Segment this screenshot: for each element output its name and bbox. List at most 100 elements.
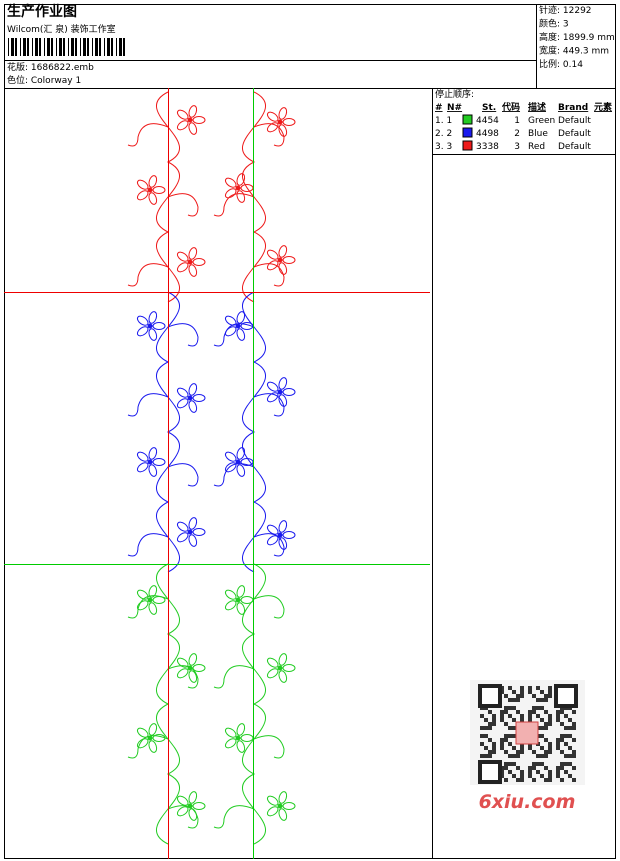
petal: [176, 795, 189, 806]
flower-center: [147, 187, 153, 193]
petal: [236, 602, 246, 615]
qr-cell: [548, 774, 552, 778]
bar: [83, 38, 86, 56]
petal: [266, 524, 279, 535]
curl: [213, 805, 255, 829]
qr-cell: [528, 770, 532, 774]
qr-cell: [544, 694, 548, 698]
qr-cell: [520, 694, 524, 698]
petal: [266, 657, 279, 668]
curl: [167, 463, 199, 487]
qr-cell: [540, 734, 544, 738]
bar: [35, 38, 38, 56]
bar: [23, 38, 26, 56]
qr-cell: [572, 722, 576, 726]
column-header: 元素: [594, 101, 612, 113]
petal: [236, 740, 246, 753]
qr-cell: [520, 714, 524, 718]
row-index: 3. 3: [435, 142, 452, 152]
petal: [224, 589, 237, 600]
column-header: 代码: [501, 101, 520, 113]
petal: [136, 179, 149, 190]
qr-cell: [488, 738, 492, 742]
petal: [188, 670, 198, 683]
brand: Default: [558, 142, 591, 152]
bar: [111, 38, 113, 56]
petal: [136, 589, 149, 600]
qr-cell: [508, 762, 512, 766]
bar: [51, 38, 53, 56]
qr-cell: [512, 774, 516, 778]
bar: [99, 38, 101, 56]
code: 4498: [476, 129, 499, 139]
column-header: N#: [447, 103, 462, 113]
bar: [123, 38, 125, 56]
qr-cell: [528, 746, 532, 750]
petal: [192, 664, 206, 672]
petal: [152, 186, 166, 194]
qr-cell: [520, 718, 524, 722]
qr-cell: [492, 718, 496, 722]
code: 3338: [476, 142, 499, 152]
petal: [266, 111, 279, 122]
colorway: 色位: Colorway 1: [7, 74, 81, 86]
flower-center: [147, 735, 153, 741]
petal: [278, 520, 288, 533]
petal: [278, 537, 288, 550]
curl: [167, 323, 199, 347]
column-header: #: [435, 103, 443, 113]
design-preview: [4, 88, 430, 859]
curl: [213, 463, 255, 487]
qr-cell: [504, 766, 508, 770]
row-index: 1. 1: [435, 116, 452, 126]
petal: [152, 596, 166, 604]
qr-cell: [504, 694, 508, 698]
qr-cell: [532, 750, 536, 754]
color-name: Red: [528, 142, 545, 152]
qr-cell: [544, 698, 548, 702]
petal: [148, 175, 158, 188]
qr-cell: [568, 726, 572, 730]
petal: [266, 122, 279, 133]
curl: [167, 805, 199, 829]
petal: [240, 734, 254, 742]
qr-cell: [532, 694, 536, 698]
qr-cell: [536, 698, 540, 702]
petal: [136, 727, 149, 738]
qr-cell: [520, 686, 524, 690]
petal: [282, 388, 296, 396]
curl: [253, 735, 285, 759]
qr-cell: [508, 706, 512, 710]
petal: [148, 723, 158, 736]
flower-center: [147, 323, 153, 329]
flower-center: [235, 459, 241, 465]
flower-center: [277, 803, 283, 809]
qr-cell: [516, 694, 520, 698]
curl: [253, 123, 285, 147]
bar: [92, 38, 93, 56]
qr-cell: [528, 714, 532, 718]
qr-cell: [568, 734, 572, 738]
qr-cell: [500, 718, 504, 722]
qr-cell: [512, 734, 516, 738]
column-header: Brand: [558, 103, 588, 113]
qr-cell: [484, 726, 488, 730]
curl: [167, 193, 199, 217]
qr-cell: [564, 742, 568, 746]
petal: [152, 458, 166, 466]
qr-cell: [528, 690, 532, 694]
petal: [236, 173, 246, 186]
qr-cell: [520, 770, 524, 774]
qr-cell: [556, 714, 560, 718]
qr-cell: [508, 754, 512, 758]
flower-center: [277, 257, 283, 263]
petal: [188, 808, 198, 821]
petal: [136, 600, 149, 611]
curl: [127, 263, 169, 287]
petal: [278, 377, 288, 390]
info-line: 颜色: 3: [539, 18, 569, 30]
qr-cell: [548, 750, 552, 754]
qr-cell: [540, 726, 544, 730]
qr-cell: [520, 750, 524, 754]
qr-cell: [540, 746, 544, 750]
